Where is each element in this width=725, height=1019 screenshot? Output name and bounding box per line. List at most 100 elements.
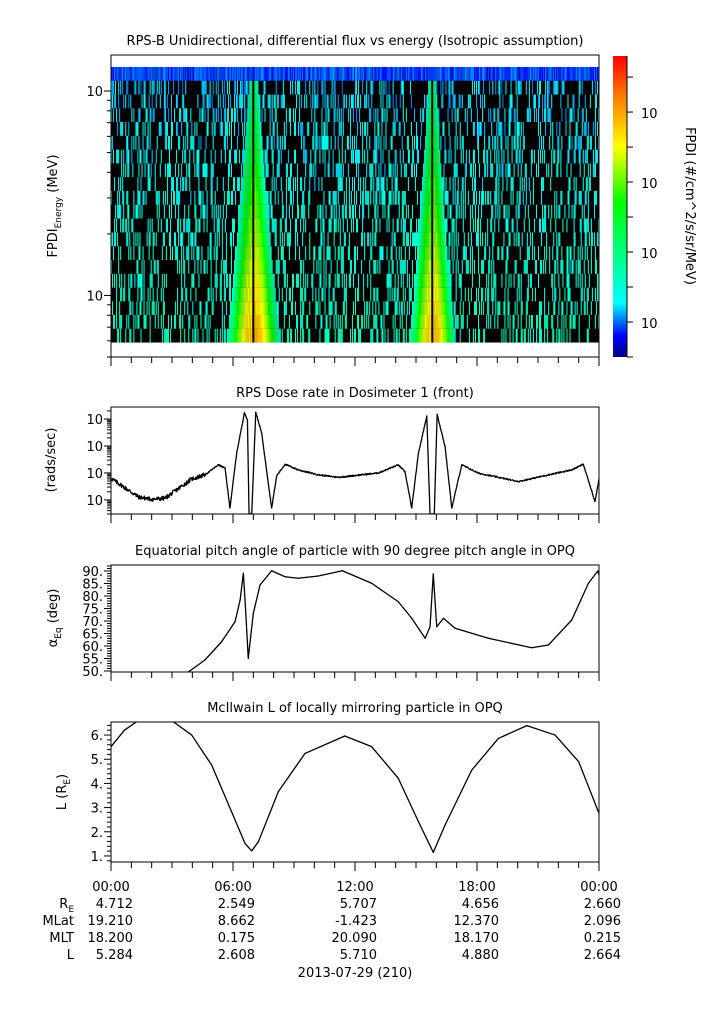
heatmap-cell — [297, 80, 299, 95]
heatmap-cell — [339, 314, 341, 329]
heatmap-cell — [143, 301, 145, 315]
heatmap-cell — [179, 190, 181, 205]
heatmap-cell — [402, 273, 404, 288]
heatmap-cell — [254, 80, 256, 95]
heatmap-cell — [329, 66, 331, 81]
heatmap-cell — [464, 287, 466, 302]
heatmap-cell — [508, 232, 510, 247]
heatmap-cell — [346, 218, 348, 233]
heatmap-cell — [203, 260, 205, 274]
heatmap-cell — [518, 80, 521, 95]
heatmap-cell — [478, 232, 480, 247]
heatmap-cell — [343, 301, 345, 315]
heatmap-cell — [595, 260, 597, 274]
heatmap-cell — [324, 287, 326, 302]
heatmap-cell — [242, 287, 244, 302]
x-tick-label: 00:00 — [92, 880, 129, 895]
heatmap-cell — [597, 66, 599, 81]
heatmap-cell — [376, 177, 378, 191]
heatmap-cell — [421, 301, 423, 315]
heatmap-cell — [546, 314, 548, 329]
heatmap-cell — [259, 246, 261, 261]
heatmap-cell — [111, 190, 113, 205]
heatmap-cell — [520, 301, 522, 315]
heatmap-cell — [207, 246, 209, 261]
heatmap-cell — [255, 314, 257, 329]
heatmap-cell — [254, 287, 258, 302]
heatmap-cell — [451, 301, 453, 315]
heatmap-cell — [583, 121, 585, 136]
heatmap-cell — [341, 246, 343, 261]
heatmap-cell — [323, 218, 325, 233]
heatmap-cell — [505, 328, 507, 343]
heatmap-cell — [172, 246, 174, 261]
heatmap-cell — [267, 287, 269, 302]
heatmap-cell — [478, 135, 480, 150]
heatmap-cell — [524, 204, 526, 219]
heatmap-cell — [392, 80, 394, 95]
heatmap-cell — [594, 66, 596, 81]
heatmap-cell — [262, 301, 264, 315]
heatmap-cell — [262, 149, 264, 164]
heatmap-cell — [408, 287, 410, 302]
heatmap-cell — [357, 149, 359, 164]
heatmap-cell — [243, 287, 246, 302]
heatmap-cell — [426, 94, 428, 109]
heatmap-cell — [438, 135, 440, 150]
heatmap-cell — [593, 163, 595, 178]
heatmap-cell — [428, 232, 430, 247]
heatmap-cell — [439, 66, 442, 81]
heatmap-cell — [196, 246, 198, 261]
heatmap-cell — [143, 314, 145, 329]
heatmap-cell — [210, 177, 212, 191]
heatmap-cell — [340, 108, 342, 122]
heatmap-cell — [264, 314, 266, 329]
heatmap-cell — [246, 190, 248, 205]
heatmap-cell — [517, 80, 519, 95]
heatmap-cell — [120, 287, 122, 302]
heatmap-cell — [112, 80, 114, 95]
data-point — [271, 507, 273, 509]
y-tick-label: 75. — [82, 603, 103, 618]
heatmap-cell — [510, 273, 512, 288]
heatmap-cell — [439, 163, 441, 178]
heatmap-cell — [237, 80, 239, 95]
heatmap-cell — [501, 246, 503, 261]
heatmap-cell — [242, 273, 244, 288]
heatmap-cell — [116, 301, 118, 315]
heatmap-cell — [241, 287, 243, 302]
heatmap-cell — [261, 190, 263, 205]
heatmap-cell — [304, 135, 306, 150]
heatmap-cell — [263, 273, 265, 288]
heatmap-cell — [167, 108, 169, 122]
heatmap-cell — [316, 94, 318, 109]
heatmap-cell — [257, 108, 259, 122]
heatmap-cell — [153, 66, 155, 81]
heatmap-cell — [250, 218, 252, 233]
heatmap-cell — [559, 204, 561, 219]
heatmap-cell — [560, 190, 562, 205]
heatmap-cell — [111, 232, 113, 247]
heatmap-cell — [416, 232, 419, 247]
heatmap-cell — [234, 273, 236, 288]
heatmap-cell — [382, 204, 384, 219]
heatmap-cell — [567, 190, 569, 205]
heatmap-cell — [277, 94, 279, 109]
heatmap-cell — [174, 232, 177, 247]
heatmap-cell — [292, 177, 294, 191]
heatmap-cell — [580, 135, 582, 150]
heatmap-cell — [123, 287, 125, 302]
ephemeris-label-main: MLat — [42, 914, 74, 929]
heatmap-cell — [222, 94, 224, 109]
heatmap-cell — [317, 66, 319, 81]
heatmap-cell — [234, 108, 236, 122]
heatmap-cell — [240, 301, 242, 315]
heatmap-cell — [216, 246, 218, 261]
heatmap-cell — [239, 246, 241, 261]
ephemeris-value: 2.549 — [218, 897, 255, 912]
heatmap-cell — [441, 301, 443, 315]
heatmap-cell — [317, 135, 319, 150]
heatmap-cell — [281, 94, 283, 109]
heatmap-cell — [375, 135, 377, 150]
heatmap-cell — [445, 328, 447, 343]
